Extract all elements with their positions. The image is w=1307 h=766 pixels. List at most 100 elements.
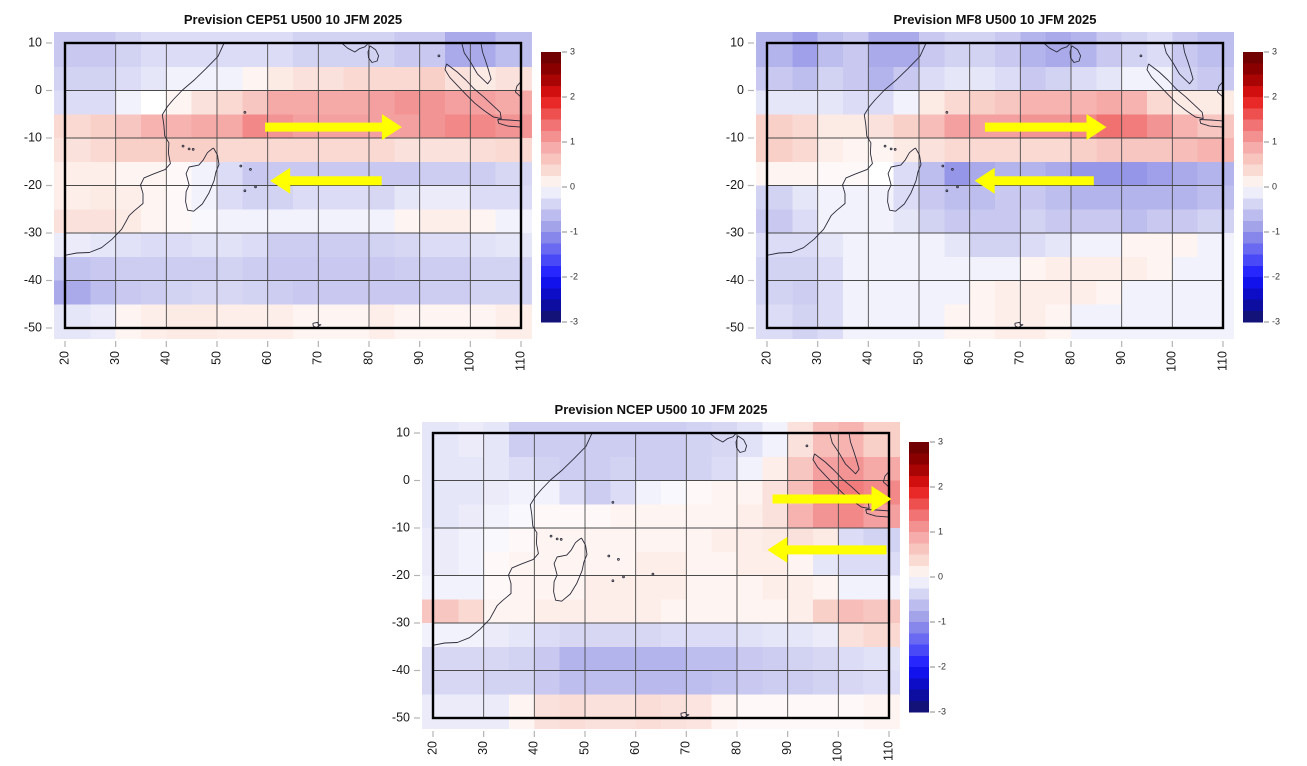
svg-text:2: 2 xyxy=(1272,91,1277,101)
flow-arrows xyxy=(974,114,1107,194)
grid-lines xyxy=(433,433,889,718)
svg-text:20: 20 xyxy=(759,351,773,365)
svg-text:-10: -10 xyxy=(392,520,410,534)
grid-lines xyxy=(65,43,521,328)
svg-text:80: 80 xyxy=(1063,351,1077,365)
svg-text:3: 3 xyxy=(938,436,943,446)
svg-text:2: 2 xyxy=(938,481,943,491)
svg-text:70: 70 xyxy=(1013,351,1027,365)
svg-text:100: 100 xyxy=(831,741,845,762)
x-axis: 20 30 40 50 60 70 80 90 100 110 xyxy=(759,341,1229,372)
svg-text:-50: -50 xyxy=(726,320,744,334)
svg-text:90: 90 xyxy=(412,351,426,365)
arrow-right xyxy=(265,114,402,141)
y-axis: 10 0 -10 -20 -30 -40 -50 xyxy=(726,35,754,334)
svg-text:80: 80 xyxy=(729,741,743,755)
coastline xyxy=(766,42,1224,328)
svg-text:-30: -30 xyxy=(392,615,410,629)
chart-mf8: Prevision MF8 U500 10 JFM 2025 10 0 -10 -20… xyxy=(702,0,1307,390)
svg-text:10: 10 xyxy=(28,35,42,49)
svg-text:20: 20 xyxy=(57,351,71,365)
svg-text:30: 30 xyxy=(476,741,490,755)
arrow-right xyxy=(984,114,1107,141)
svg-text:-40: -40 xyxy=(726,273,744,287)
svg-text:40: 40 xyxy=(159,351,173,365)
colorbar: 3 2 1 0 -1 -2 -3 xyxy=(909,436,946,716)
y-axis: 10 0 -10 -20 -30 -40 -50 xyxy=(24,35,52,334)
map-frame xyxy=(431,431,891,720)
svg-text:60: 60 xyxy=(628,741,642,755)
svg-text:-3: -3 xyxy=(938,706,946,716)
heatmap-cells xyxy=(54,32,532,339)
svg-text:0: 0 xyxy=(1272,181,1277,191)
svg-text:-10: -10 xyxy=(24,130,42,144)
svg-text:1: 1 xyxy=(938,526,943,536)
svg-text:50: 50 xyxy=(911,351,925,365)
flow-arrows xyxy=(767,486,892,563)
svg-text:1: 1 xyxy=(570,136,575,146)
svg-text:80: 80 xyxy=(361,351,375,365)
svg-text:60: 60 xyxy=(260,351,274,365)
svg-text:0: 0 xyxy=(737,83,744,97)
svg-text:1: 1 xyxy=(1272,136,1277,146)
svg-text:-2: -2 xyxy=(1272,271,1280,281)
svg-text:-20: -20 xyxy=(726,178,744,192)
svg-text:-40: -40 xyxy=(24,273,42,287)
arrow-left xyxy=(767,536,887,563)
arrow-right xyxy=(772,486,892,512)
svg-text:-1: -1 xyxy=(570,226,578,236)
svg-text:40: 40 xyxy=(527,741,541,755)
chart-cep51: Prevision CEP51 U500 10 JFM 2025 10 0 -10-… xyxy=(0,0,640,390)
svg-text:20: 20 xyxy=(425,741,439,755)
svg-text:-50: -50 xyxy=(392,710,410,724)
svg-text:2: 2 xyxy=(570,91,575,101)
svg-text:50: 50 xyxy=(209,351,223,365)
x-axis: 20 30 40 50 60 70 80 90 100 110 xyxy=(425,731,895,762)
svg-text:70: 70 xyxy=(311,351,325,365)
svg-text:-1: -1 xyxy=(1272,226,1280,236)
svg-text:-2: -2 xyxy=(570,271,578,281)
colorbar: 3 2 1 0 -1 -2 -3 xyxy=(1243,46,1280,326)
arrow-left xyxy=(270,167,382,194)
svg-text:-20: -20 xyxy=(24,178,42,192)
svg-text:-10: -10 xyxy=(726,130,744,144)
coastline xyxy=(432,432,890,718)
arrow-left xyxy=(974,167,1094,194)
svg-text:30: 30 xyxy=(108,351,122,365)
svg-text:0: 0 xyxy=(570,181,575,191)
svg-text:110: 110 xyxy=(881,741,895,761)
svg-text:10: 10 xyxy=(730,35,744,49)
svg-text:30: 30 xyxy=(810,351,824,365)
svg-text:110: 110 xyxy=(513,351,527,371)
svg-text:50: 50 xyxy=(577,741,591,755)
svg-text:3: 3 xyxy=(570,46,575,56)
chart-title: Prevision NCEP U500 10 JFM 2025 xyxy=(555,402,768,417)
svg-text:90: 90 xyxy=(780,741,794,755)
flow-arrows xyxy=(265,114,402,194)
svg-text:0: 0 xyxy=(938,571,943,581)
svg-text:100: 100 xyxy=(463,351,477,372)
svg-text:40: 40 xyxy=(861,351,875,365)
svg-text:-2: -2 xyxy=(938,661,946,671)
svg-text:10: 10 xyxy=(396,425,410,439)
map-frame xyxy=(765,41,1225,330)
heatmap-cells xyxy=(422,422,900,729)
coastline xyxy=(64,42,522,328)
chart-ncep-svg: Prevision NCEP U500 10 JFM 2025 100-10-2… xyxy=(392,402,946,762)
svg-text:0: 0 xyxy=(35,83,42,97)
svg-text:110: 110 xyxy=(1215,351,1229,371)
svg-text:100: 100 xyxy=(1165,351,1179,372)
chart-mf8-svg: Prevision MF8 U500 10 JFM 2025 100-10-20… xyxy=(726,12,1280,372)
svg-text:70: 70 xyxy=(679,741,693,755)
svg-text:0: 0 xyxy=(403,473,410,487)
chart-title: Prevision MF8 U500 10 JFM 2025 xyxy=(893,12,1096,27)
svg-text:-30: -30 xyxy=(24,225,42,239)
x-axis: 20 30 40 50 60 70 80 90 100 110 xyxy=(57,341,527,372)
svg-text:-50: -50 xyxy=(24,320,42,334)
colorbar: 3 2 1 0 -1 -2 -3 xyxy=(541,46,578,326)
y-axis: 10 0 -10 -20 -30 -40 -50 xyxy=(392,425,420,724)
